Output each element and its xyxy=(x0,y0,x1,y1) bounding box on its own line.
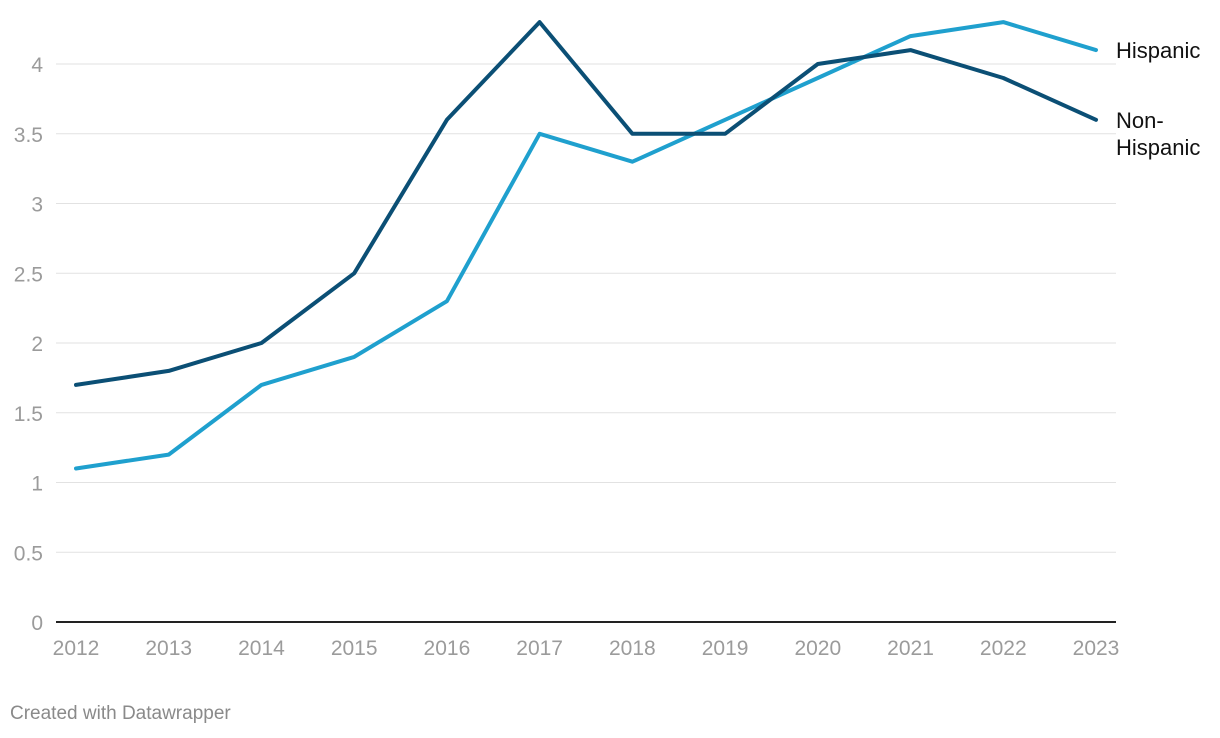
x-tick-label: 2020 xyxy=(794,637,841,660)
y-tick-label: 3.5 xyxy=(14,124,43,147)
x-axis: 2012 2013 2014 2015 2016 2017 2018 2019 2020 2021… xyxy=(53,621,1120,660)
x-tick-label: 2018 xyxy=(609,637,656,660)
y-axis: 0 0.5 1 1.5 2 2.5 3 3.5 4 xyxy=(14,54,44,635)
series-label-non-hispanic: Non-Hispanic xyxy=(1116,108,1200,160)
footer-credit: Created with Datawrapper xyxy=(10,703,231,724)
x-tick-label: 2022 xyxy=(980,637,1027,660)
series-label-line: Non- xyxy=(1116,108,1164,133)
series-line-hispanic xyxy=(74,20,1098,471)
y-tick-label: 1 xyxy=(31,473,43,496)
gridlines xyxy=(56,63,1116,553)
x-tick-label: 2019 xyxy=(702,637,749,660)
series-label-line: Hispanic xyxy=(1116,135,1200,160)
x-tick-label: 2017 xyxy=(516,637,563,660)
y-tick-label: 2.5 xyxy=(14,263,43,286)
y-tick-label: 4 xyxy=(31,54,43,77)
series-label-line: Hispanic xyxy=(1116,38,1200,63)
y-tick-label: 2 xyxy=(31,333,43,356)
x-tick-label: 2013 xyxy=(145,637,192,660)
y-tick-label: 0 xyxy=(31,612,43,635)
y-tick-label: 3 xyxy=(31,194,43,217)
x-tick-label: 2016 xyxy=(424,637,471,660)
y-tick-label: 0.5 xyxy=(14,542,43,565)
series-lines xyxy=(74,20,1098,471)
series-line-non-hispanic xyxy=(74,20,1098,387)
y-tick-label: 1.5 xyxy=(14,403,43,426)
x-tick-label: 2015 xyxy=(331,637,378,660)
x-tick-label: 2021 xyxy=(887,637,934,660)
series-label-hispanic: Hispanic xyxy=(1116,38,1200,63)
x-tick-label: 2023 xyxy=(1073,637,1120,660)
x-tick-label: 2012 xyxy=(53,637,100,660)
x-tick-label: 2014 xyxy=(238,637,285,660)
